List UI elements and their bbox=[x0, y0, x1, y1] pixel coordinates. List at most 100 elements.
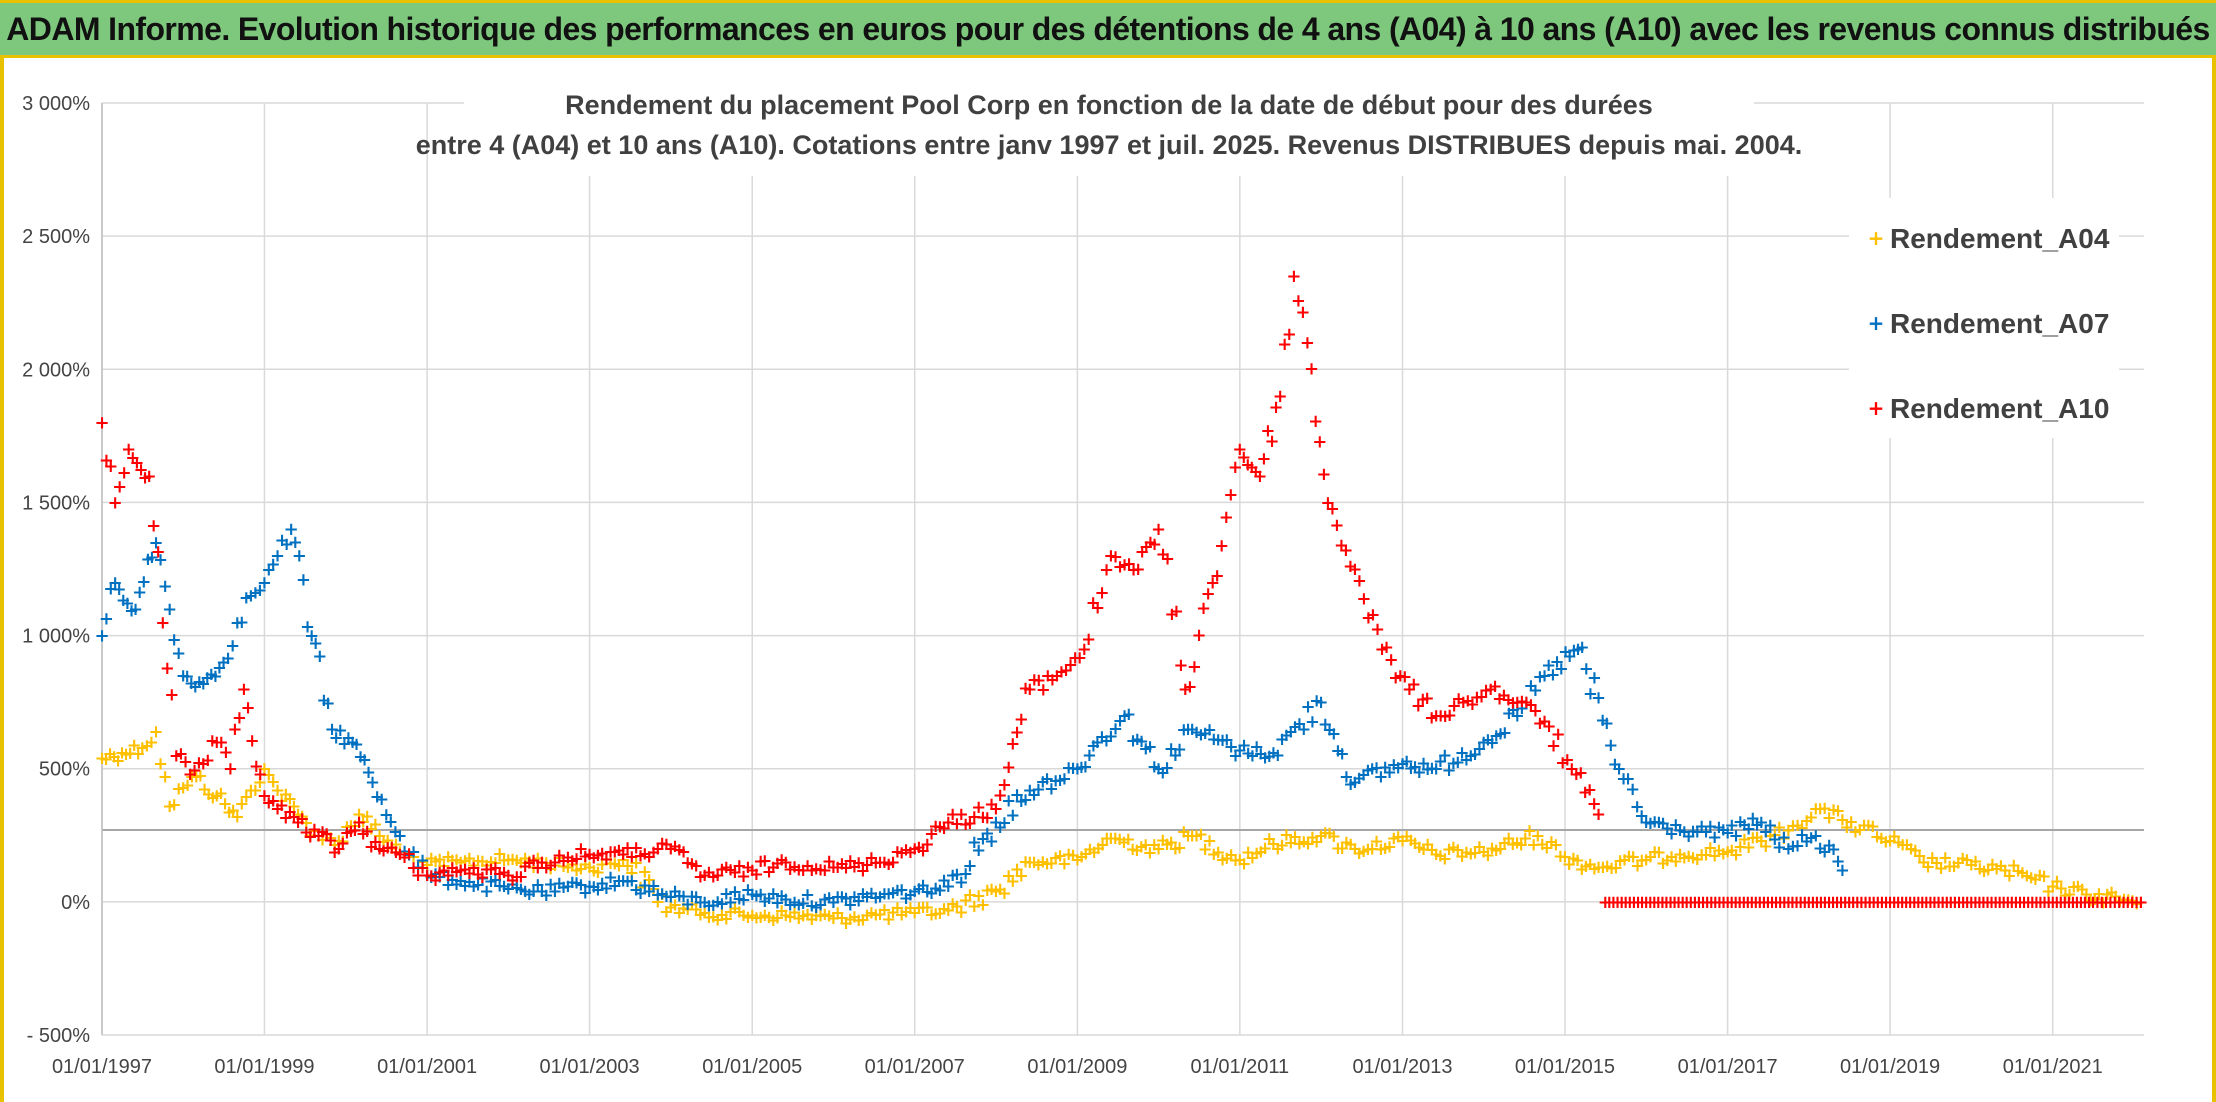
data-point: + bbox=[809, 897, 824, 918]
data-point: + bbox=[1369, 831, 1384, 852]
data-point: + bbox=[1228, 745, 1243, 766]
data-point: + bbox=[1326, 724, 1341, 745]
data-point: + bbox=[1301, 697, 1316, 718]
data-point: + bbox=[1391, 827, 1406, 848]
legend-marker: + bbox=[1868, 311, 1885, 335]
data-point: + bbox=[834, 886, 849, 907]
data-point: + bbox=[954, 872, 969, 893]
data-point: + bbox=[1382, 762, 1397, 783]
data-point: + bbox=[984, 879, 999, 900]
data-point: + bbox=[868, 887, 883, 908]
data-point: + bbox=[345, 732, 360, 753]
data-point: + bbox=[1275, 729, 1290, 750]
data-point: + bbox=[911, 898, 926, 919]
data-point: + bbox=[1446, 837, 1461, 858]
data-point: + bbox=[1595, 857, 1610, 878]
data-point: + bbox=[311, 825, 326, 846]
data-point: + bbox=[2091, 884, 2106, 905]
data-point: + bbox=[142, 466, 157, 487]
data-point: + bbox=[1433, 751, 1448, 772]
data-point: + bbox=[1210, 566, 1225, 587]
data-point: + bbox=[530, 848, 545, 869]
data-point: + bbox=[1754, 831, 1769, 852]
data-point: + bbox=[513, 879, 528, 900]
data-point: + bbox=[483, 852, 498, 873]
data-point: + bbox=[1286, 266, 1301, 287]
data-point: + bbox=[2133, 892, 2148, 913]
data-point: + bbox=[153, 549, 168, 570]
data-point: + bbox=[127, 735, 142, 756]
data-point: + bbox=[1066, 845, 1081, 866]
data-point: + bbox=[1347, 839, 1362, 860]
data-point: + bbox=[916, 875, 931, 896]
data-point: + bbox=[94, 413, 109, 434]
data-point: + bbox=[2117, 889, 2132, 910]
data-point: + bbox=[1749, 827, 1764, 848]
data-point: + bbox=[684, 894, 699, 915]
data-point: + bbox=[791, 908, 806, 929]
data-point: + bbox=[1933, 858, 1948, 879]
series-rendement_a07: + + + + + + + + + + + + + + + + + + + + + + + + + + + + + + + + + + + + + + + +… bbox=[94, 519, 1850, 918]
data-point: + bbox=[667, 894, 682, 915]
data-point: + bbox=[1681, 846, 1696, 867]
data-point: + bbox=[578, 883, 593, 904]
data-point: + bbox=[1185, 719, 1200, 740]
data-point: + bbox=[1264, 431, 1279, 452]
data-point: + bbox=[1151, 839, 1166, 860]
data-point: + bbox=[864, 883, 879, 904]
data-point: + bbox=[1232, 740, 1247, 761]
data-point: + bbox=[1116, 832, 1131, 853]
data-point: + bbox=[1912, 846, 1927, 867]
data-point: + bbox=[1493, 838, 1508, 859]
data-point: + bbox=[958, 890, 973, 911]
data-point: + bbox=[1164, 738, 1179, 759]
x-tick-label: 01/01/1997 bbox=[52, 1056, 152, 1078]
data-point: + bbox=[595, 854, 610, 875]
data-point: + bbox=[962, 885, 977, 906]
data-point: + bbox=[552, 847, 567, 868]
data-point: + bbox=[1279, 824, 1294, 845]
data-point: + bbox=[248, 780, 263, 801]
data-point: + bbox=[304, 626, 319, 647]
data-point: + bbox=[200, 750, 215, 771]
data-point: + bbox=[762, 907, 777, 928]
data-point: + bbox=[2112, 891, 2127, 912]
data-point: + bbox=[949, 864, 964, 885]
data-point: + bbox=[907, 903, 922, 924]
data-point: + bbox=[988, 881, 1003, 902]
data-point: + bbox=[1082, 839, 1097, 860]
data-point: + bbox=[2045, 876, 2060, 897]
data-point: + bbox=[353, 747, 368, 768]
data-point: + bbox=[753, 884, 768, 905]
data-point: + bbox=[1518, 828, 1533, 849]
x-tick-label: 01/01/2005 bbox=[702, 1056, 802, 1078]
data-point: + bbox=[501, 879, 516, 900]
data-point: + bbox=[282, 788, 297, 809]
data-point: + bbox=[1621, 846, 1636, 867]
data-point: + bbox=[1476, 841, 1491, 862]
data-point: + bbox=[2024, 867, 2039, 888]
data-point: + bbox=[770, 907, 785, 928]
data-point: + bbox=[1215, 730, 1230, 751]
data-point: + bbox=[701, 895, 716, 916]
data-point: + bbox=[479, 881, 494, 902]
data-point: + bbox=[534, 881, 549, 902]
data-point: + bbox=[745, 884, 760, 905]
x-tick-label: 01/01/2007 bbox=[865, 1056, 965, 1078]
data-point: + bbox=[1530, 825, 1545, 846]
data-point: + bbox=[1822, 807, 1837, 828]
data-point: + bbox=[1878, 831, 1893, 852]
data-point: + bbox=[975, 829, 990, 850]
data-point: + bbox=[356, 812, 371, 833]
data-point: + bbox=[1215, 849, 1230, 870]
data-point: + bbox=[171, 643, 186, 664]
data-point: + bbox=[1018, 852, 1033, 873]
data-point: + bbox=[360, 806, 375, 827]
data-point: + bbox=[424, 867, 439, 888]
data-point: + bbox=[1219, 729, 1234, 750]
series-rendement_a10: + + + + + + + + + + + + + + + + + + + + + + + + + + + + + + + + + + + + + + + +… bbox=[94, 266, 1606, 891]
data-point: + bbox=[153, 753, 168, 774]
data-point: + bbox=[967, 896, 982, 917]
data-point: + bbox=[518, 848, 533, 869]
data-point: + bbox=[1395, 831, 1410, 852]
